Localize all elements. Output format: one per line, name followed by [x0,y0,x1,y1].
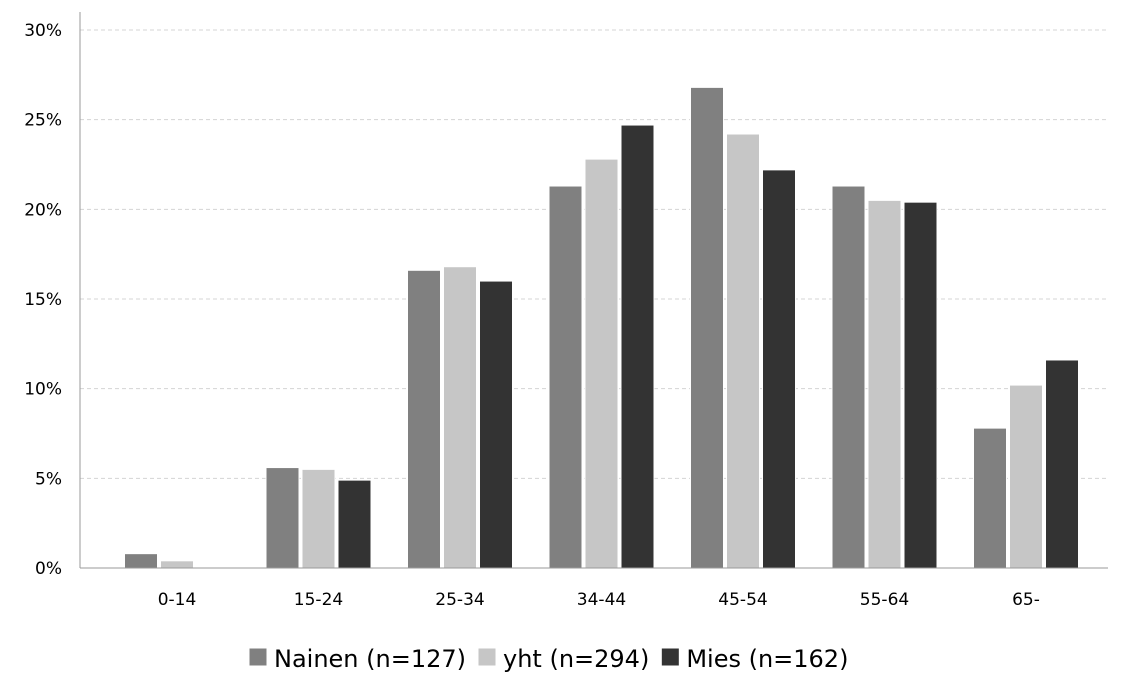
bar [407,269,441,569]
bars [124,86,1079,569]
y-tick-label: 0% [35,559,62,579]
y-tick-label: 30% [24,21,62,41]
y-tick-label: 10% [24,380,62,400]
bar [443,266,477,569]
bar [1009,384,1043,569]
y-tick-label: 5% [35,469,62,489]
legend-swatch [660,647,680,667]
bar [690,86,724,569]
x-tick-label: 25-34 [435,590,484,610]
bar [867,199,902,569]
legend-label: Nainen (n=127) [274,645,466,673]
y-tick-label: 15% [24,290,62,310]
bar [1045,359,1079,569]
bar [831,185,866,569]
y-axis-tick-labels: 0% 5% 10% 15% 20% 25% 30% [24,21,62,579]
axes [79,12,1108,569]
bar [726,133,760,569]
bar [265,467,300,569]
legend-swatch [477,647,497,667]
x-tick-label: 55-64 [860,590,909,610]
bar [337,479,372,569]
legend-label: yht (n=294) [503,645,649,673]
x-tick-label: 15-24 [294,590,343,610]
bar [124,553,158,569]
bar [301,468,336,569]
bar [160,560,194,569]
legend: Nainen (n=127) yht (n=294) Mies (n=162) [248,645,848,673]
legend-label: Mies (n=162) [686,645,848,673]
bar [903,201,938,569]
y-tick-label: 25% [24,111,62,131]
x-tick-label: 45-54 [718,590,767,610]
x-axis-tick-labels: 0-14 15-24 25-34 34-44 45-54 55-64 65- [158,590,1040,610]
bar [584,158,619,569]
x-tick-label: 65- [1012,590,1040,610]
x-tick-label: 34-44 [577,590,626,610]
y-tick-label: 20% [24,200,62,220]
bar [762,169,796,569]
bar [479,280,513,569]
legend-swatch [248,647,268,667]
bar [620,124,655,569]
bar [973,427,1007,569]
bar [548,185,583,569]
x-tick-label: 0-14 [158,590,197,610]
